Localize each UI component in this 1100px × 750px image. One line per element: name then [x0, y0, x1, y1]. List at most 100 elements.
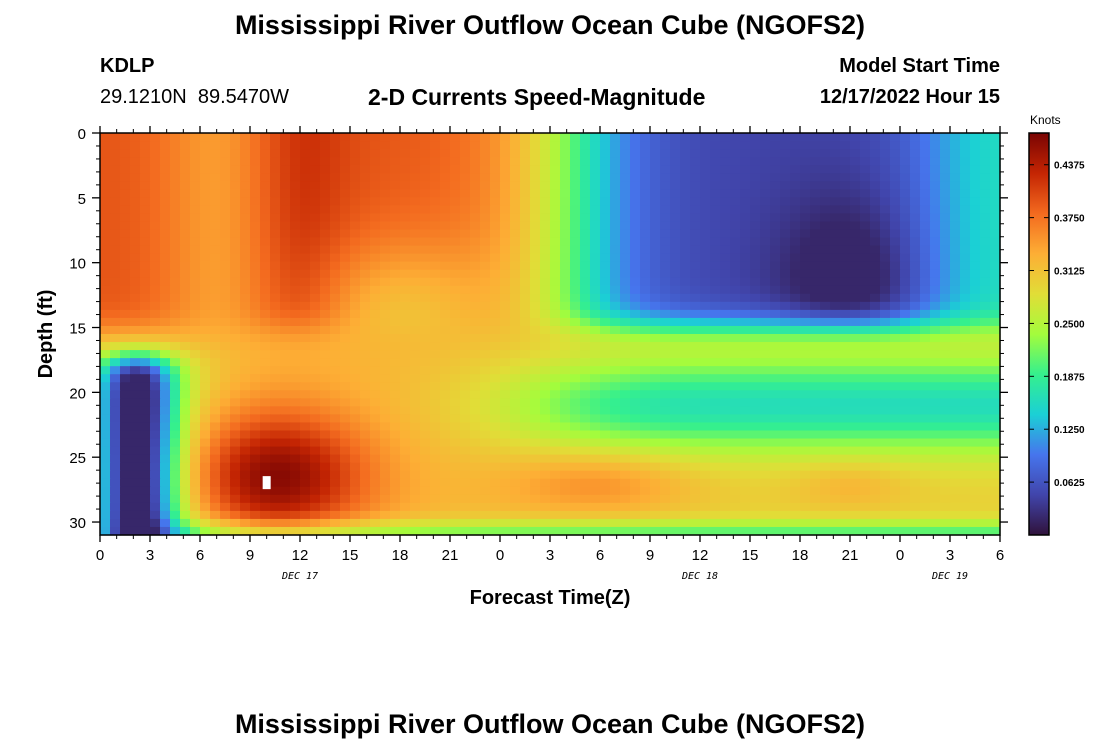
heatmap-cell [600, 165, 611, 174]
heatmap-cell [530, 430, 541, 440]
heatmap-cell [850, 269, 861, 279]
heatmap-cell [630, 285, 641, 295]
heatmap-cell [610, 494, 621, 504]
heatmap-cell [380, 446, 391, 456]
heatmap-cell [390, 293, 401, 303]
heatmap-cell [500, 510, 511, 520]
heatmap-cell [750, 237, 761, 247]
heatmap-cell [680, 229, 691, 239]
heatmap-cell [500, 494, 511, 504]
heatmap-cell [230, 317, 241, 327]
heatmap-cell [200, 470, 211, 480]
heatmap-cell [910, 229, 921, 239]
heatmap-cell [640, 414, 651, 424]
heatmap-cell [120, 446, 131, 456]
heatmap-cell [700, 430, 711, 440]
heatmap-cell [270, 414, 281, 424]
heatmap-cell [820, 462, 831, 472]
heatmap-cell [490, 430, 501, 440]
heatmap-cell [510, 325, 521, 335]
heatmap-cell [400, 422, 411, 432]
heatmap-cell [610, 486, 621, 496]
heatmap-cell [150, 325, 161, 335]
heatmap-cell [850, 277, 861, 287]
heatmap-cell [770, 454, 781, 464]
heatmap-cell [950, 414, 961, 424]
heatmap-cell [510, 301, 521, 311]
heatmap-cell [750, 438, 761, 448]
heatmap-cell [450, 325, 461, 335]
heatmap-cell [650, 358, 661, 367]
heatmap-cell [780, 149, 791, 158]
heatmap-cell [740, 173, 751, 182]
heatmap-cell [460, 350, 471, 359]
heatmap-cell [590, 390, 601, 399]
heatmap-cell [750, 430, 761, 440]
heatmap-cell [980, 350, 991, 359]
heatmap-cell [450, 398, 461, 407]
heatmap-cell [110, 229, 121, 239]
heatmap-cell [710, 277, 721, 287]
heatmap-cell [740, 309, 751, 319]
heatmap-cell [950, 301, 961, 311]
heatmap-cell [580, 189, 591, 198]
heatmap-cell [400, 374, 411, 383]
heatmap-cell [170, 502, 181, 512]
heatmap-cell [190, 334, 201, 343]
heatmap-cell [580, 454, 591, 464]
heatmap-cell [910, 366, 921, 375]
heatmap-cell [680, 245, 691, 255]
heatmap-cell [810, 205, 821, 214]
heatmap-cell [530, 478, 541, 488]
heatmap-cell [950, 446, 961, 456]
heatmap-cell [370, 189, 381, 198]
heatmap-cell [290, 446, 301, 456]
heatmap-cell [620, 141, 631, 150]
heatmap-cell [650, 293, 661, 303]
heatmap-cell [570, 510, 581, 520]
heatmap-cell [900, 366, 911, 375]
heatmap-cell [500, 157, 511, 166]
heatmap-cell [480, 229, 491, 239]
heatmap-cell [970, 133, 981, 142]
heatmap-cell [770, 446, 781, 456]
heatmap-cell [170, 165, 181, 174]
heatmap-cell [690, 390, 701, 399]
heatmap-cell [570, 213, 581, 223]
heatmap-cell [170, 430, 181, 440]
heatmap-cell [660, 309, 671, 319]
heatmap-cell [840, 149, 851, 158]
heatmap-cell [490, 173, 501, 182]
heatmap-cell [750, 334, 761, 343]
heatmap-cell [990, 334, 1001, 343]
heatmap-cell [500, 486, 511, 496]
heatmap-cell [150, 502, 161, 512]
heatmap-cell [830, 293, 841, 303]
heatmap-cell [570, 398, 581, 407]
heatmap-cell [300, 149, 311, 158]
heatmap-cell [810, 237, 821, 247]
heatmap-cell [150, 165, 161, 174]
heatmap-cell [370, 293, 381, 303]
heatmap-cell [660, 406, 671, 415]
heatmap-cell [490, 213, 501, 223]
heatmap-cell [110, 165, 121, 174]
heatmap-cell [610, 213, 621, 223]
heatmap-cell [360, 358, 371, 367]
heatmap-cell [330, 205, 341, 214]
heatmap-cell [780, 205, 791, 214]
heatmap-cell [810, 502, 821, 512]
heatmap-cell [240, 414, 251, 424]
heatmap-cell [110, 334, 121, 343]
heatmap-cell [630, 301, 641, 311]
heatmap-cell [880, 133, 891, 142]
heatmap-cell [210, 205, 221, 214]
heatmap-cell [770, 366, 781, 375]
heatmap-cell [530, 301, 541, 311]
heatmap-cell [810, 430, 821, 440]
heatmap-cell [120, 454, 131, 464]
heatmap-cell [920, 229, 931, 239]
heatmap-cell [910, 470, 921, 480]
heatmap-cell [710, 181, 721, 190]
heatmap-cell [590, 414, 601, 424]
